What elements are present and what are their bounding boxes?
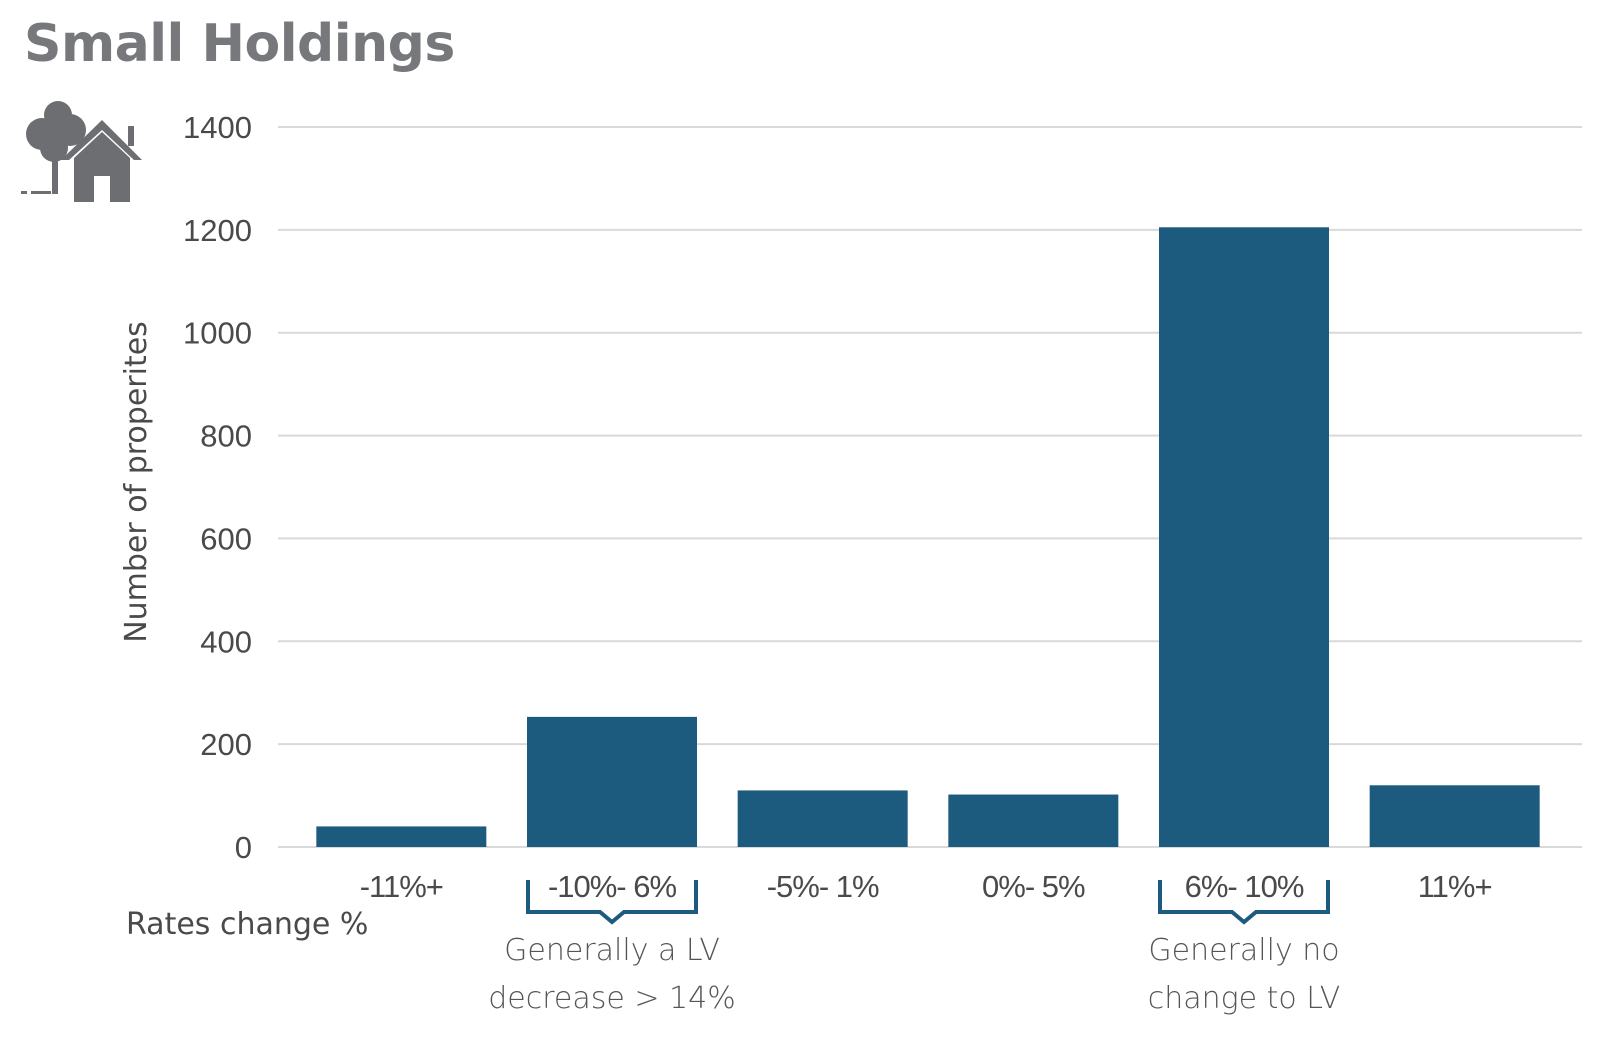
annotation-text: Generally no <box>1148 933 1339 968</box>
bar <box>1159 227 1329 848</box>
bars <box>316 227 1540 848</box>
y-axis-title: Number of properites <box>119 321 154 643</box>
annotation-text: Generally a LV <box>504 933 720 968</box>
y-tick-label: 400 <box>200 624 252 659</box>
y-tick-label: 1400 <box>183 110 252 145</box>
bar <box>527 716 697 847</box>
annotation-text: decrease > 14% <box>488 981 736 1016</box>
x-category-label: -10%- 6% <box>548 869 677 904</box>
y-tick-label: 0 <box>235 830 252 865</box>
annotation-text: change to LV <box>1148 981 1341 1016</box>
bar <box>948 794 1119 847</box>
y-axis-ticks: 0 200 400 600 800 1000 1200 1400 <box>183 110 252 865</box>
y-tick-label: 1200 <box>183 213 252 248</box>
bar <box>1369 785 1540 847</box>
chart-title: Small Holdings <box>24 14 455 74</box>
y-tick-label: 1000 <box>183 316 252 351</box>
y-tick-label: 600 <box>200 521 252 556</box>
x-category-label: -5%- 1% <box>767 869 879 904</box>
gridlines <box>278 126 1582 848</box>
annotation-bracket <box>1158 880 1330 925</box>
bar <box>316 826 487 847</box>
x-category-label: 6%- 10% <box>1185 869 1304 904</box>
tree-house-icon <box>21 101 142 202</box>
bar <box>737 790 908 847</box>
x-category-label: 0%- 5% <box>982 869 1085 904</box>
y-tick-label: 200 <box>200 727 252 762</box>
x-axis-title: Rates change % <box>126 907 368 942</box>
annotation-brackets: Generally a LV decrease > 14% Generally no… <box>488 880 1340 1016</box>
x-category-label: 11%+ <box>1418 869 1492 904</box>
annotation-bracket <box>526 880 698 925</box>
y-tick-label: 800 <box>200 419 252 454</box>
x-category-label: -11%+ <box>360 869 443 904</box>
x-axis-categories: -11%+ -10%- 6% -5%- 1% 0%- 5% 6%- 10% 11%+ <box>360 869 1493 904</box>
